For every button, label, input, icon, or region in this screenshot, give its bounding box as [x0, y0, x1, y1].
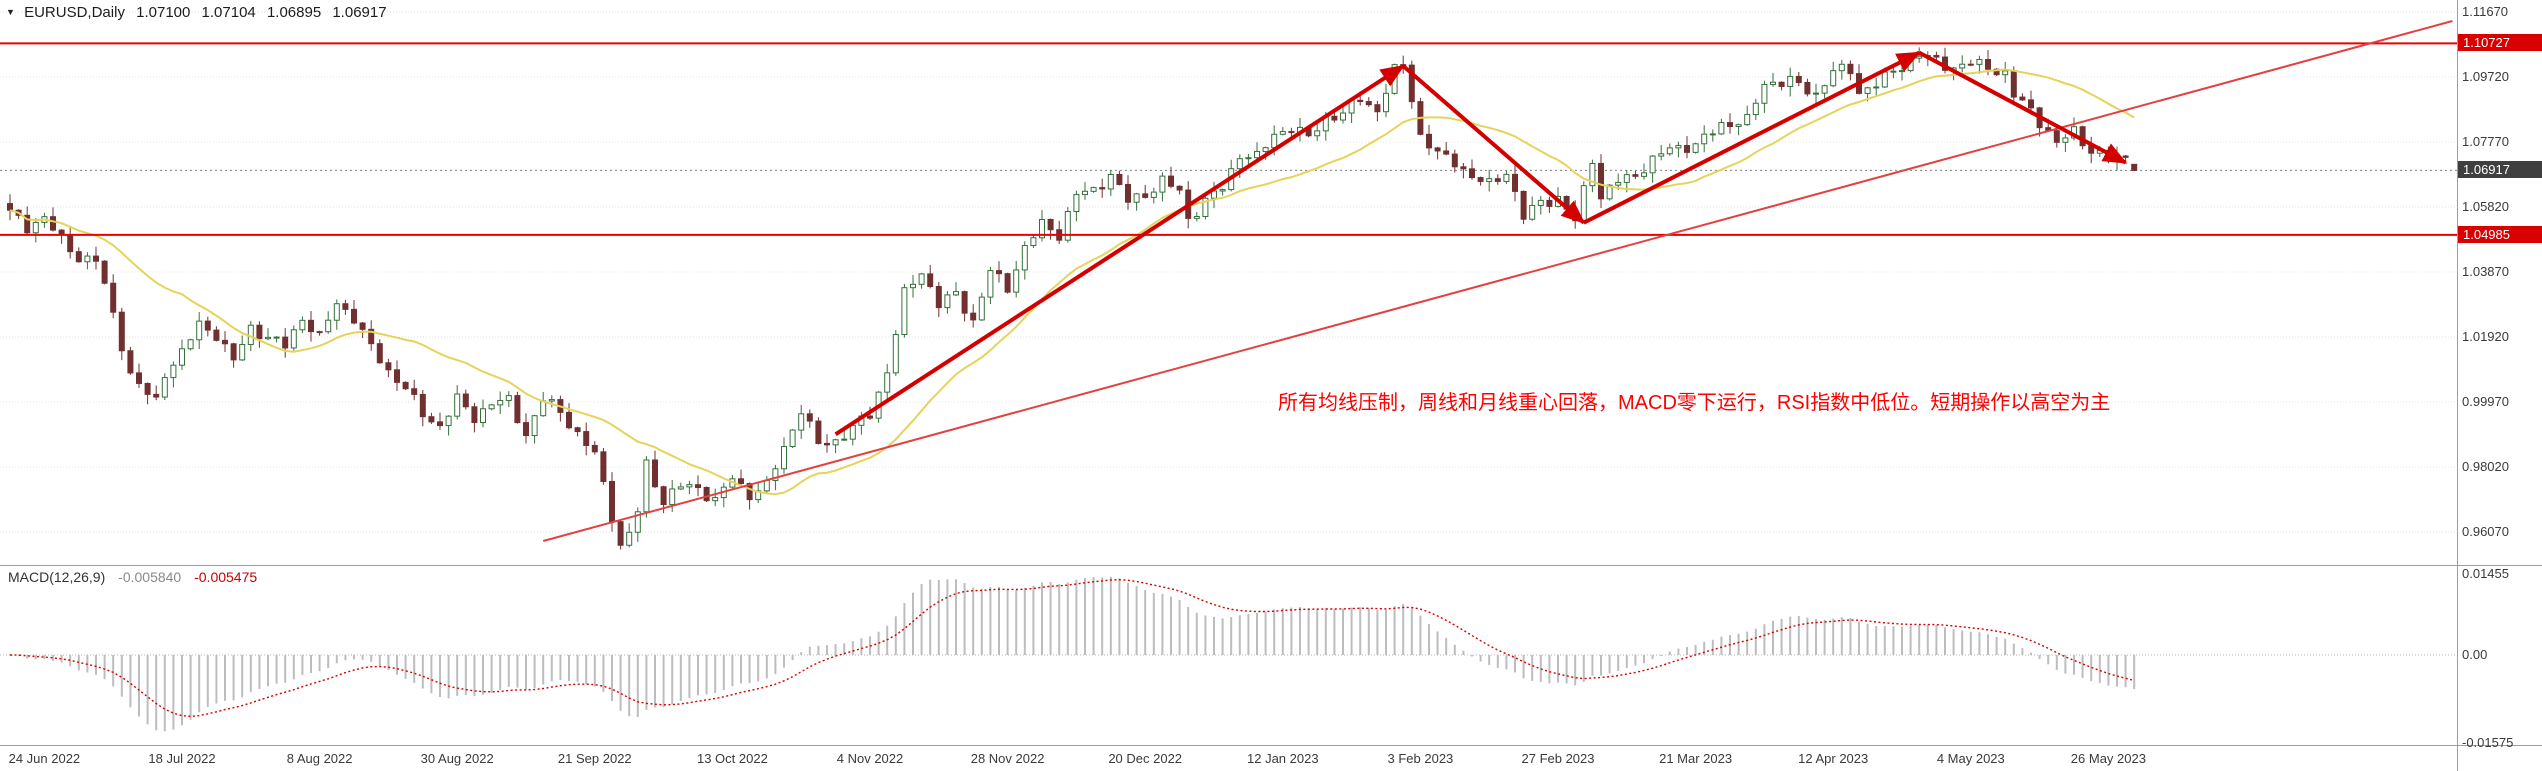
quote-open: 1.07100 — [136, 4, 191, 21]
macd-axis-label: 0.01455 — [2462, 565, 2509, 581]
resistance-price-badge: 1.10727 — [2458, 34, 2542, 52]
price-axis-label: 1.09720 — [2462, 68, 2509, 84]
time-axis-label: 27 Feb 2023 — [1521, 751, 1595, 766]
quote-high: 1.07104 — [201, 4, 256, 21]
time-axis-label: 26 May 2023 — [2070, 751, 2146, 766]
time-axis-label: 18 Jul 2022 — [148, 751, 216, 766]
trend-arrow-1 — [834, 64, 1405, 437]
symbol-period-label: EURUSD,Daily — [24, 4, 125, 21]
macd-axis-label: 0.00 — [2462, 647, 2488, 662]
time-axis-label: 21 Sep 2022 — [557, 751, 632, 766]
price-axis-label: 0.96070 — [2462, 523, 2509, 539]
price-axis-label: 0.98020 — [2462, 458, 2509, 474]
macd-name: MACD(12,26,9) — [8, 569, 106, 585]
chart-title: ▼ EURUSD,Daily 1.07100 1.07104 1.06895 1… — [6, 4, 387, 21]
macd-indicator-label: MACD(12,26,9) -0.005840 -0.005475 — [8, 569, 257, 585]
support-price-badge: 1.04985 — [2458, 225, 2542, 243]
time-axis-label: 12 Jan 2023 — [1247, 751, 1319, 766]
moving-average-line[interactable] — [9, 68, 2135, 496]
quote-close: 1.06917 — [332, 4, 387, 21]
time-axis-label: 20 Dec 2022 — [1108, 751, 1183, 766]
price-axis-label: 1.07770 — [2462, 133, 2509, 149]
current-price-badge: 1.06917 — [2458, 161, 2542, 179]
trend-arrow-3 — [1582, 50, 1921, 225]
analysis-annotation-text[interactable]: 所有均线压制，周线和月线重心回落，MACD零下运行，RSI指数中低位。短期操作以… — [1278, 392, 2111, 414]
macd-panel — [9, 576, 2136, 732]
ascending-trendline[interactable] — [542, 20, 2453, 542]
time-axis-label: 8 Aug 2022 — [286, 751, 353, 766]
time-axis-label: 24 Jun 2022 — [8, 751, 81, 766]
price-axis-label: 1.11670 — [2462, 4, 2509, 19]
price-axis-label: 0.99970 — [2462, 393, 2509, 409]
time-axis-label: 28 Nov 2022 — [970, 751, 1045, 766]
trend-arrows[interactable] — [834, 50, 2128, 437]
candles-layer — [7, 47, 2138, 550]
time-axis-label: 4 May 2023 — [1936, 751, 2005, 766]
macd-signal-value: -0.005475 — [194, 569, 258, 585]
one-click-trading-toggle-icon[interactable]: ▼ — [6, 7, 15, 17]
time-axis-label: 12 Apr 2023 — [1798, 751, 1869, 766]
time-axis-label: 4 Nov 2022 — [836, 751, 904, 766]
trend-arrow-2 — [1401, 64, 1586, 225]
price-axis-label: 1.03870 — [2462, 263, 2509, 279]
time-axis-label: 30 Aug 2022 — [420, 751, 494, 766]
trend-arrow-4 — [1918, 50, 2128, 165]
quote-low: 1.06895 — [266, 4, 322, 21]
price-axis-label: 1.01920 — [2462, 328, 2509, 344]
macd-axis-label: -0.01575 — [2462, 735, 2514, 751]
time-axis-label: 21 Mar 2023 — [1659, 751, 1733, 766]
time-axis-label: 3 Feb 2023 — [1387, 751, 1454, 766]
price-axis-label: 1.05820 — [2462, 198, 2509, 214]
time-axis-label: 13 Oct 2022 — [696, 751, 768, 766]
macd-main-value: -0.005840 — [118, 569, 182, 585]
